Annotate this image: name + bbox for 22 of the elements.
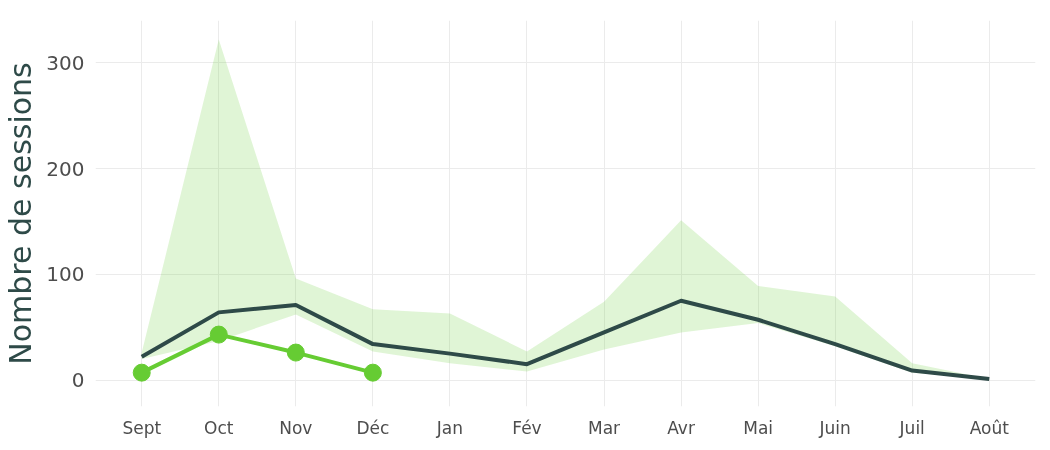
point: [286, 343, 305, 362]
line-series: [139, 298, 992, 381]
y-tick-label: 200: [46, 156, 85, 181]
x-tick-label: Mai: [743, 417, 774, 438]
point: [209, 325, 228, 344]
y-tick-label: 300: [46, 50, 85, 75]
y-axis-title: Nombre de sessions: [3, 62, 39, 365]
y-tick-label: 0: [71, 368, 85, 393]
x-tick-label: Mar: [587, 417, 621, 438]
x-tick-label: Août: [969, 417, 1010, 438]
x-tick-label: Oct: [204, 417, 234, 438]
x-tick-label: Sept: [122, 417, 162, 438]
point: [132, 363, 151, 382]
point: [363, 363, 382, 382]
x-tick-label: Juin: [818, 417, 851, 438]
x-tick-label: Juil: [898, 417, 925, 438]
x-tick-label: Jan: [435, 417, 464, 438]
x-tick-label: Avr: [667, 417, 695, 438]
x-tick-label: Fév: [512, 417, 542, 438]
x-tick-label: Déc: [356, 417, 390, 438]
y-tick-label: 100: [46, 262, 85, 287]
x-tick-label: Nov: [279, 417, 313, 438]
